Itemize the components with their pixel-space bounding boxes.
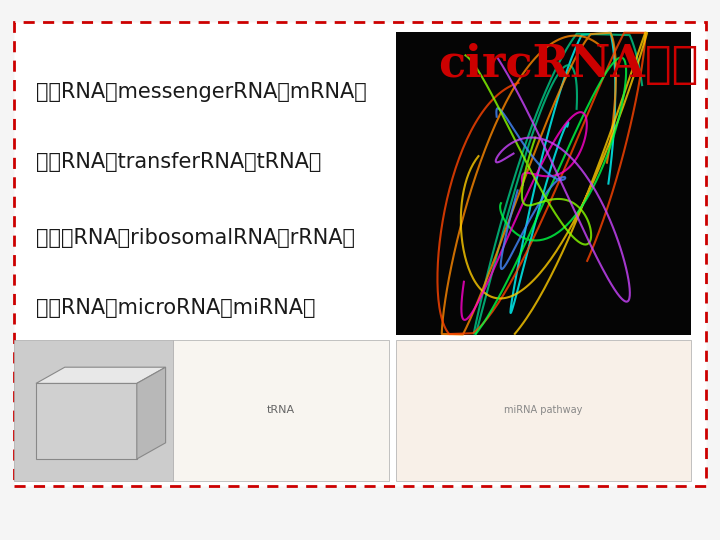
Polygon shape xyxy=(36,383,137,459)
Text: 核糖体RNA（ribosomalRNA，rRNA）: 核糖体RNA（ribosomalRNA，rRNA） xyxy=(36,227,355,248)
FancyBboxPatch shape xyxy=(396,340,691,481)
Text: 信使RNA（messengerRNA，mRNA）: 信使RNA（messengerRNA，mRNA） xyxy=(36,82,366,102)
FancyBboxPatch shape xyxy=(14,22,706,486)
FancyBboxPatch shape xyxy=(396,32,691,335)
FancyBboxPatch shape xyxy=(173,340,389,481)
Polygon shape xyxy=(137,367,166,459)
FancyBboxPatch shape xyxy=(14,340,173,481)
Text: tRNA: tRNA xyxy=(266,406,295,415)
Text: 转运RNA（transferRNA，tRNA）: 转运RNA（transferRNA，tRNA） xyxy=(36,152,321,172)
Text: circRNA简介: circRNA简介 xyxy=(438,43,698,86)
Text: miRNA pathway: miRNA pathway xyxy=(505,406,582,415)
Polygon shape xyxy=(36,367,166,383)
Text: 微小RNA（microRNA，miRNA）: 微小RNA（microRNA，miRNA） xyxy=(36,298,315,318)
